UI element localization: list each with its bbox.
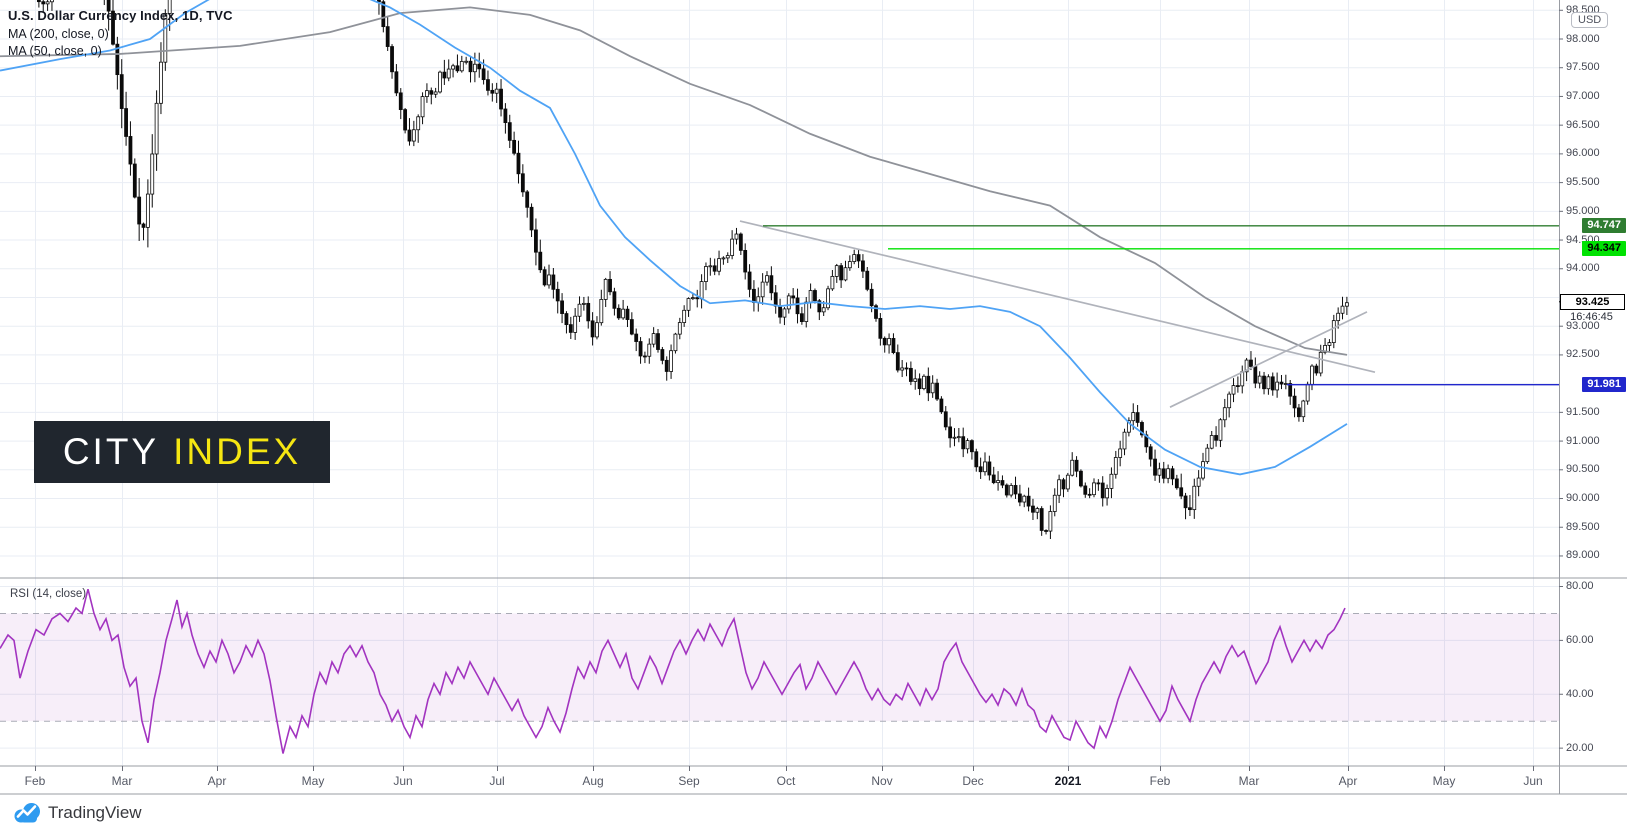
legend-ma50[interactable]: MA (50, close, 0) [8,44,102,58]
watermark-city: CITY [62,431,160,472]
symbol-legend[interactable]: U.S. Dollar Currency Index, 1D, TVC MA (… [8,8,233,58]
ma200-line [0,6,1348,356]
tradingview-footer[interactable]: TradingView [14,801,142,824]
rsi-pane [0,589,1559,754]
candles-layer [36,0,1349,539]
ma50-line [0,0,1348,476]
symbol-title[interactable]: U.S. Dollar Currency Index, 1D, TVC [8,8,233,23]
tradingview-brand-text: TradingView [48,802,142,822]
city-index-watermark: CITY INDEX [34,421,330,483]
tradingview-logo-icon [14,803,40,823]
rsi-line [0,589,1346,754]
watermark-index: INDEX [173,431,302,472]
moving-averages [0,0,1348,476]
currency-badge[interactable]: USD [1571,12,1609,28]
rsi-legend[interactable]: RSI (14, close) [10,588,87,600]
legend-ma200[interactable]: MA (200, close, 0) [8,26,109,41]
trendlines[interactable] [739,220,1376,408]
level-lines[interactable] [763,225,1559,386]
axes[interactable] [0,0,1627,795]
